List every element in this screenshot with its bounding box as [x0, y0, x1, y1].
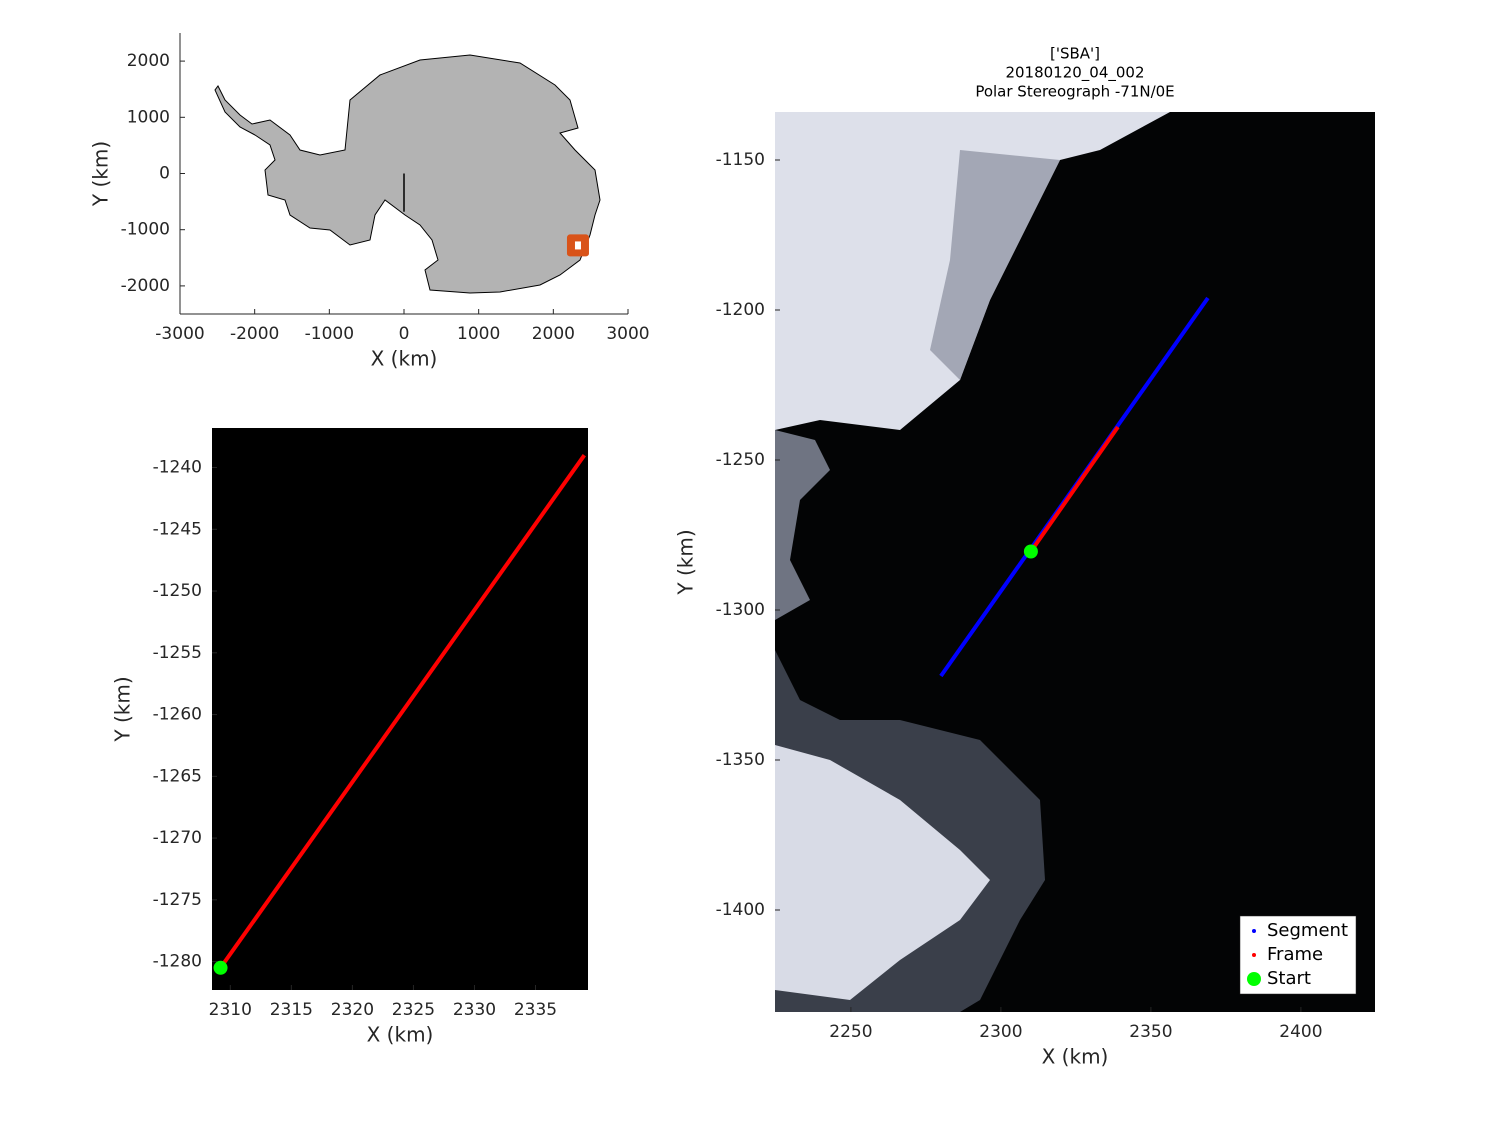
- y-tick-label: -1240: [153, 458, 202, 478]
- x-tick-label: 2000: [532, 324, 575, 344]
- y-tick-label: -1250: [153, 581, 202, 601]
- y-tick-label: 1000: [127, 107, 170, 127]
- legend-label: Frame: [1267, 944, 1323, 965]
- y-tick-label: -2000: [121, 276, 170, 296]
- coast-ice: [775, 430, 830, 620]
- marker-center: [574, 241, 581, 250]
- x-tick-label: 2400: [1279, 1022, 1322, 1042]
- y-tick-label: -1150: [716, 150, 765, 170]
- x-tick-label: -3000: [155, 324, 204, 344]
- x-tick-label: 2300: [979, 1022, 1022, 1042]
- x-tick-label: 2330: [453, 1000, 496, 1020]
- legend-label: Start: [1267, 968, 1311, 989]
- x-axis-label: X (km): [371, 347, 438, 371]
- marker: [213, 960, 228, 975]
- series-line: [218, 454, 586, 969]
- y-tick-label: -1260: [153, 705, 202, 725]
- x-axis-label: X (km): [1042, 1045, 1109, 1069]
- y-tick-label: -1400: [716, 900, 765, 920]
- y-tick-label: -1000: [121, 220, 170, 240]
- marker: [1023, 544, 1038, 559]
- legend-swatch: [1252, 953, 1256, 957]
- y-tick-label: -1255: [153, 643, 202, 663]
- y-tick-label: -1275: [153, 890, 202, 910]
- x-tick-label: 2350: [1129, 1022, 1172, 1042]
- y-tick-label: -1270: [153, 828, 202, 848]
- x-tick-label: 2310: [209, 1000, 252, 1020]
- y-tick-label: -1200: [716, 300, 765, 320]
- x-tick-label: 3000: [606, 324, 649, 344]
- legend-label: Segment: [1267, 920, 1348, 941]
- y-tick-label: -1245: [153, 519, 202, 539]
- legend-swatch: [1247, 972, 1261, 986]
- x-axis-label: X (km): [367, 1023, 434, 1047]
- y-tick-label: -1350: [716, 750, 765, 770]
- y-axis-label: Y (km): [89, 141, 113, 207]
- x-tick-label: 2250: [829, 1022, 872, 1042]
- plot-background: [212, 428, 588, 990]
- y-tick-label: 0: [159, 164, 170, 184]
- x-tick-label: 2320: [331, 1000, 374, 1020]
- y-tick-label: -1300: [716, 600, 765, 620]
- x-tick-label: -1000: [305, 324, 354, 344]
- y-tick-label: -1250: [716, 450, 765, 470]
- x-tick-label: 2335: [514, 1000, 557, 1020]
- series-line: [1029, 425, 1120, 553]
- x-tick-label: -2000: [230, 324, 279, 344]
- legend-swatch: [1252, 929, 1256, 933]
- x-tick-label: 1000: [457, 324, 500, 344]
- chart-title: Polar Stereograph -71N/0E: [975, 83, 1174, 101]
- x-tick-label: 0: [399, 324, 410, 344]
- chart-title: 20180120_04_002: [1005, 64, 1144, 83]
- ice-shelf-lower: [775, 745, 990, 1000]
- satellite-image: [775, 112, 1375, 1012]
- y-axis-label: Y (km): [111, 676, 135, 742]
- chart-title: ['SBA']: [1050, 45, 1100, 63]
- antarctica-outline: [214, 54, 601, 294]
- x-tick-label: 2315: [270, 1000, 313, 1020]
- sea-ice: [930, 150, 1060, 380]
- x-tick-label: 2325: [392, 1000, 435, 1020]
- y-tick-label: -1280: [153, 952, 202, 972]
- y-tick-label: -1265: [153, 766, 202, 786]
- y-axis-label: Y (km): [674, 529, 698, 595]
- y-tick-label: 2000: [127, 51, 170, 71]
